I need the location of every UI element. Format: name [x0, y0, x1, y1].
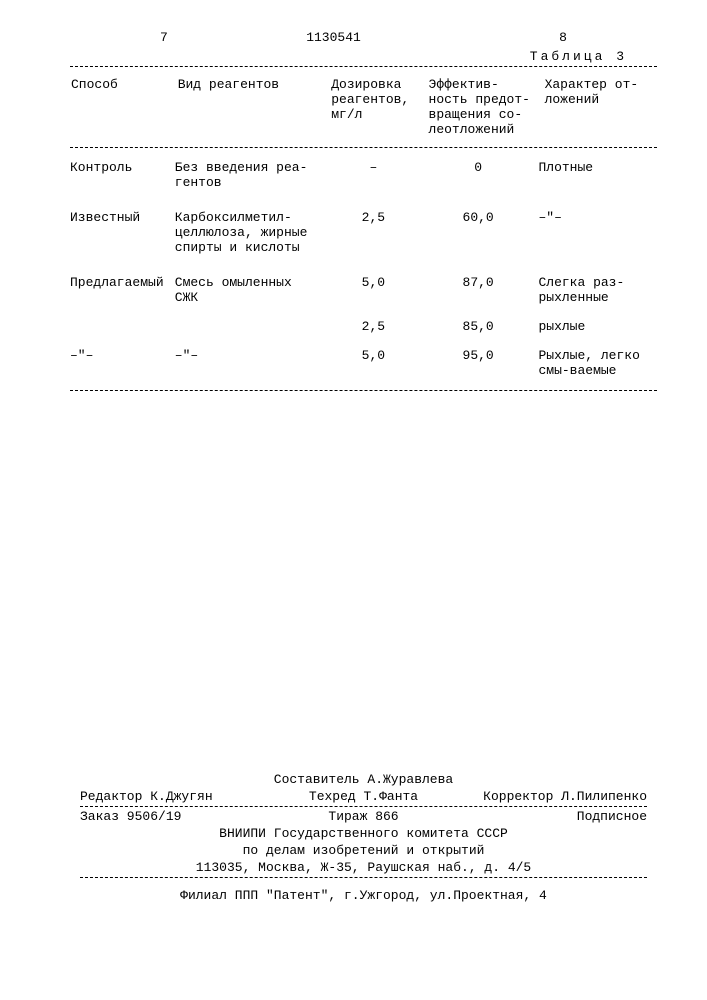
order-row: Заказ 9506/19 Тираж 866 Подписное [80, 809, 647, 824]
page-number-right: 8 [559, 30, 567, 45]
data-table: Способ Вид реагентов Дозировка реагентов… [70, 69, 657, 391]
column-header: Вид реагентов [171, 77, 325, 92]
techred: Техред Т.Фанта [269, 789, 458, 804]
table-row: Контроль Без введения реа-гентов – 0 Пло… [70, 150, 657, 200]
cell: 60,0 [424, 210, 539, 225]
table-row: Известный Карбоксилметил-целлюлоза, жирн… [70, 200, 657, 265]
divider [80, 806, 647, 807]
table-row: –"– –"– 5,0 95,0 Рыхлые, легко смы-ваемы… [70, 338, 657, 388]
table-caption: Таблица 3 [70, 49, 627, 64]
cell: Контроль [70, 160, 175, 175]
staff-row: Редактор К.Джугян Техред Т.Фанта Коррект… [80, 789, 647, 804]
org-line: по делам изобретений и открытий [80, 843, 647, 858]
table-row: 2,5 85,0 рыхлые [70, 315, 657, 338]
address-line: 113035, Москва, Ж-35, Раушская наб., д. … [80, 860, 647, 875]
divider [70, 147, 657, 148]
cell: 95,0 [424, 348, 539, 363]
table-row: Предлагаемый Смесь омыленных СЖК 5,0 87,… [70, 265, 657, 315]
page-number-left: 7 [160, 30, 168, 45]
cell: рыхлые [538, 319, 657, 334]
document-number: 1130541 [306, 30, 361, 45]
org-line: ВНИИПИ Государственного комитета СССР [80, 826, 647, 841]
subscription: Подписное [458, 809, 647, 824]
compiler-line: Составитель А.Журавлева [80, 772, 647, 787]
cell: Плотные [538, 160, 657, 175]
cell: Рыхлые, легко смы-ваемые [538, 348, 657, 378]
page-header: 7 1130541 8 [70, 30, 657, 45]
cell: Предлагаемый [70, 275, 175, 290]
cell: 2,5 [329, 319, 424, 334]
column-header: Дозировка реагентов, мг/л [324, 77, 421, 122]
cell: –"– [538, 210, 657, 225]
tirage: Тираж 866 [269, 809, 458, 824]
order-number: Заказ 9506/19 [80, 809, 269, 824]
column-header: Способ [70, 77, 171, 92]
cell: 87,0 [424, 275, 539, 290]
cell: –"– [175, 348, 329, 363]
imprint-block: Составитель А.Журавлева Редактор К.Джугя… [80, 770, 647, 903]
cell: Слегка раз-рыхленные [538, 275, 657, 305]
divider [70, 66, 657, 67]
column-header: Эффектив-ность предот-вращения со-леотло… [422, 77, 538, 137]
cell: 85,0 [424, 319, 539, 334]
cell: Смесь омыленных СЖК [175, 275, 329, 305]
cell: Без введения реа-гентов [175, 160, 329, 190]
cell: Карбоксилметил-целлюлоза, жирные спирты … [175, 210, 329, 255]
cell: 5,0 [329, 348, 424, 363]
cell: 2,5 [329, 210, 424, 225]
divider [70, 390, 657, 391]
cell: 5,0 [329, 275, 424, 290]
table-header-row: Способ Вид реагентов Дозировка реагентов… [70, 69, 657, 145]
cell: – [329, 160, 424, 175]
cell: –"– [70, 348, 175, 363]
branch-line: Филиал ППП "Патент", г.Ужгород, ул.Проек… [80, 888, 647, 903]
divider [80, 877, 647, 878]
cell: Известный [70, 210, 175, 225]
cell: 0 [424, 160, 539, 175]
column-header: Характер от-ложений [538, 77, 657, 107]
editor: Редактор К.Джугян [80, 789, 269, 804]
corrector: Корректор Л.Пилипенко [458, 789, 647, 804]
